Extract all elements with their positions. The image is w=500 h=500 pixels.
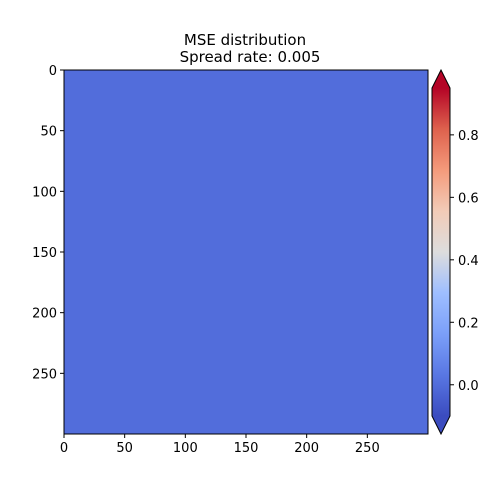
chart-title: MSE distribution bbox=[184, 31, 306, 49]
chart-subtitle: Spread rate: 0.005 bbox=[180, 48, 321, 66]
y-tick-label: 150 bbox=[32, 246, 57, 261]
y-tick-label: 100 bbox=[32, 185, 57, 200]
colorbar-ticks: 0.0 0.2 0.4 0.6 0.8 bbox=[450, 129, 479, 394]
y-axis: 0 50 100 150 200 250 bbox=[32, 64, 64, 382]
colorbar-gradient bbox=[432, 88, 450, 416]
x-tick-label: 100 bbox=[173, 441, 198, 456]
x-tick-label: 150 bbox=[234, 441, 259, 456]
y-tick-label: 250 bbox=[32, 367, 57, 382]
colorbar: 0.0 0.2 0.4 0.6 0.8 bbox=[431, 68, 479, 436]
colorbar-tick-label: 0.4 bbox=[458, 254, 479, 269]
colorbar-extend-bottom bbox=[432, 416, 450, 434]
heatmap-plot-area bbox=[63, 69, 429, 435]
y-tick-label: 200 bbox=[32, 307, 57, 322]
x-axis: 0 50 100 150 200 250 bbox=[60, 434, 380, 456]
colorbar-tick-label: 0.8 bbox=[458, 129, 479, 144]
y-tick-label: 50 bbox=[40, 125, 57, 140]
x-tick-label: 50 bbox=[116, 441, 133, 456]
y-tick-label: 0 bbox=[49, 64, 57, 79]
colorbar-outline bbox=[431, 68, 451, 436]
colorbar-tick-label: 0.6 bbox=[458, 191, 479, 206]
heatmap-background bbox=[64, 70, 428, 434]
x-tick-label: 250 bbox=[355, 441, 380, 456]
x-tick-label: 0 bbox=[60, 441, 68, 456]
colorbar-tick-label: 0.0 bbox=[458, 379, 479, 394]
colorbar-tick-label: 0.2 bbox=[458, 316, 479, 331]
x-tick-label: 200 bbox=[294, 441, 319, 456]
colorbar-extend-top bbox=[432, 70, 450, 88]
